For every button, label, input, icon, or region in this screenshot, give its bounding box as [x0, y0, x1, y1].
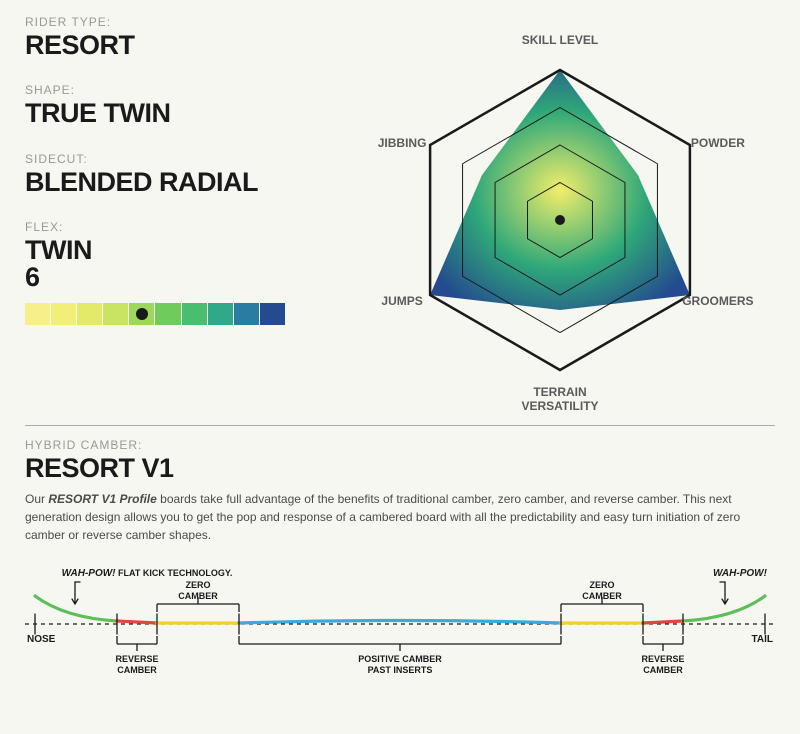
profile-label: REVERSECAMBER — [107, 654, 167, 675]
spec-label: RIDER TYPE: — [25, 15, 335, 29]
flex-bar — [25, 303, 285, 325]
profile-label: POSITIVE CAMBERPAST INSERTS — [340, 654, 460, 675]
spec-value: TWIN — [25, 236, 335, 264]
spec-label: SIDECUT: — [25, 152, 335, 166]
profile-label: REVERSECAMBER — [633, 654, 693, 675]
radar-axis-label: TERRAINVERSATILITY — [505, 386, 615, 414]
camber-profile-diagram: WAH-POW! FLAT KICK TECHNOLOGY. WAH-POW! ZE… — [25, 562, 775, 687]
radar-axis-label: JIBBING — [347, 137, 457, 151]
radar-axis-label: SKILL LEVEL — [505, 34, 615, 48]
tail-label: TAIL — [752, 634, 773, 645]
spec-label: FLEX: — [25, 220, 335, 234]
flex-number: 6 — [25, 262, 335, 293]
specs-panel: RIDER TYPE: RESORT SHAPE: TRUE TWIN SIDE… — [25, 15, 345, 415]
spec-value: BLENDED RADIAL — [25, 168, 335, 196]
flex-segment — [182, 303, 208, 325]
flex-indicator-dot — [136, 308, 148, 320]
camber-value: RESORT V1 — [25, 454, 775, 482]
camber-label: HYBRID CAMBER: — [25, 438, 775, 452]
radar-axis-label: JUMPS — [347, 295, 457, 309]
profile-label: WAH-POW! — [705, 568, 775, 580]
spec-shape: SHAPE: TRUE TWIN — [25, 83, 335, 127]
divider — [25, 425, 775, 426]
spec-label: SHAPE: — [25, 83, 335, 97]
camber-description: Our RESORT V1 Profile boards take full a… — [25, 490, 775, 544]
flex-segment — [51, 303, 77, 325]
radar-axis-label: POWDER — [663, 137, 773, 151]
flex-segment — [208, 303, 234, 325]
radar-chart: SKILL LEVEL POWDER GROOMERS TERRAINVERSATIL… — [345, 15, 775, 415]
profile-label: WAH-POW! FLAT KICK TECHNOLOGY. — [37, 568, 257, 580]
flex-segment — [155, 303, 181, 325]
radar-axis-label: GROOMERS — [663, 295, 773, 309]
spec-value: RESORT — [25, 31, 335, 59]
spec-flex: FLEX: TWIN 6 — [25, 220, 335, 325]
flex-segment — [25, 303, 51, 325]
flex-segment — [234, 303, 260, 325]
spec-sidecut: SIDECUT: BLENDED RADIAL — [25, 152, 335, 196]
flex-segment — [77, 303, 103, 325]
spec-value: TRUE TWIN — [25, 99, 335, 127]
profile-label: ZEROCAMBER — [168, 580, 228, 601]
desc-emphasis: RESORT V1 Profile — [48, 492, 156, 506]
flex-segment — [103, 303, 129, 325]
spec-rider-type: RIDER TYPE: RESORT — [25, 15, 335, 59]
flex-segment — [260, 303, 285, 325]
desc-text: Our — [25, 492, 48, 506]
profile-label: ZEROCAMBER — [572, 580, 632, 601]
nose-label: NOSE — [27, 634, 55, 645]
